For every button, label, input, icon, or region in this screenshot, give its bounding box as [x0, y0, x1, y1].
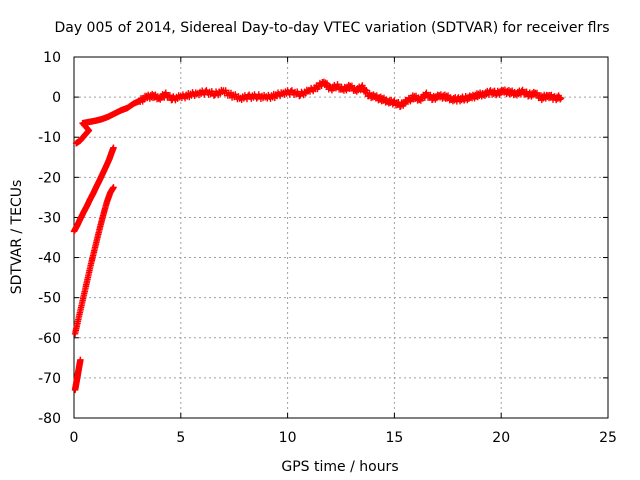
- series-ramp-2: [71, 184, 117, 337]
- y-tick-label: 10: [43, 50, 61, 66]
- chart-title: Day 005 of 2014, Sidereal Day-to-day VTE…: [54, 20, 609, 36]
- y-tick-label: -30: [38, 210, 61, 226]
- data-point: [77, 356, 84, 364]
- y-tick-label: -40: [38, 251, 61, 267]
- y-tick-label: -50: [38, 291, 61, 307]
- y-tick-label: -60: [38, 331, 61, 347]
- x-axis-title: GPS time / hours: [281, 459, 398, 475]
- x-tick-label: 20: [492, 430, 510, 446]
- y-tick-label: 0: [52, 90, 61, 106]
- data-point: [557, 94, 565, 102]
- data-point: [110, 184, 117, 191]
- x-tick-label: 0: [70, 430, 79, 446]
- y-tick-label: -20: [38, 170, 61, 186]
- x-tick-label: 15: [385, 430, 403, 446]
- data-layer: [70, 78, 565, 394]
- data-point: [110, 144, 117, 151]
- data-point: [323, 80, 331, 87]
- x-tick-label: 5: [176, 430, 185, 446]
- x-tick-label: 10: [279, 430, 297, 446]
- y-tick-label: -10: [38, 130, 61, 146]
- plot-frame: [73, 56, 609, 419]
- y-tick-label: -70: [38, 371, 61, 387]
- data-point: [359, 82, 366, 89]
- x-tick-label: 25: [599, 430, 617, 446]
- series-ramp-3: [71, 356, 84, 394]
- data-point: [210, 92, 218, 99]
- series-main-trace: [72, 78, 565, 147]
- y-axis-title: SDTVAR / TECUs: [9, 180, 25, 295]
- grid: [74, 57, 608, 418]
- data-point: [363, 87, 370, 94]
- axis-ticks: 0 5 10 15 20 25 -80 -70 -60 -50 -40 -30 -20 -10 0 10: [38, 50, 617, 446]
- data-point: [296, 92, 303, 100]
- y-tick-label: -80: [38, 411, 61, 427]
- series-ramp-1: [70, 144, 117, 235]
- data-point: [557, 96, 564, 103]
